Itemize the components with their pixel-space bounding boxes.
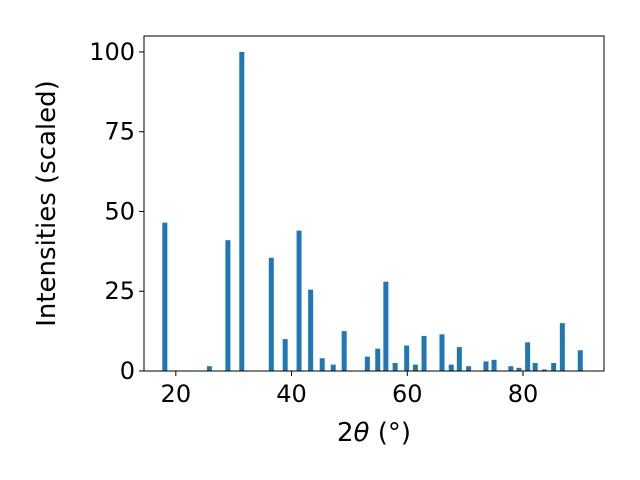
x-tick-label: 20 (161, 380, 192, 408)
bar (448, 364, 454, 371)
bar (491, 359, 497, 371)
x-tick-label: 80 (508, 380, 539, 408)
bar (532, 363, 538, 371)
bar (516, 367, 522, 371)
bar (466, 366, 472, 371)
bar (577, 350, 583, 371)
bar (508, 366, 514, 371)
bar (392, 363, 398, 371)
bar (383, 281, 389, 371)
bar (364, 356, 370, 371)
y-tick-label: 25 (104, 277, 135, 305)
bar (162, 222, 168, 371)
y-tick-label: 100 (89, 38, 135, 66)
bar (551, 363, 557, 371)
bar (375, 348, 381, 371)
plot-frame (143, 35, 605, 372)
x-axis-label: 2θ (°) (337, 418, 411, 448)
bar (541, 369, 547, 371)
y-tick-label: 50 (104, 197, 135, 225)
x-axis-label-suffix: (°) (369, 418, 411, 448)
bar (268, 257, 274, 371)
bar (483, 361, 489, 371)
bar (341, 331, 347, 371)
x-tick-label: 60 (392, 380, 423, 408)
bar (421, 335, 427, 371)
bar (525, 342, 531, 371)
bar (412, 364, 418, 371)
x-tick-label: 40 (276, 380, 307, 408)
bar (282, 339, 288, 371)
bar (206, 366, 212, 371)
bar (319, 358, 325, 371)
bar (296, 230, 302, 371)
bar (330, 364, 336, 371)
bar (225, 240, 231, 371)
bar (439, 334, 445, 371)
bar (404, 345, 410, 371)
bar (239, 51, 245, 371)
y-axis-label: Intensities (scaled) (32, 80, 62, 327)
ticks-group: 20 40 60 80 0 25 50 75 100 (89, 38, 538, 408)
y-tick-label: 75 (104, 118, 135, 146)
x-axis-label-symbol: θ (354, 418, 370, 448)
bar (308, 289, 314, 371)
y-tick-label: 0 (120, 357, 135, 385)
bar (559, 323, 565, 371)
bar (456, 347, 462, 371)
bars-group (162, 51, 583, 371)
x-axis-label-prefix: 2 (337, 418, 354, 448)
